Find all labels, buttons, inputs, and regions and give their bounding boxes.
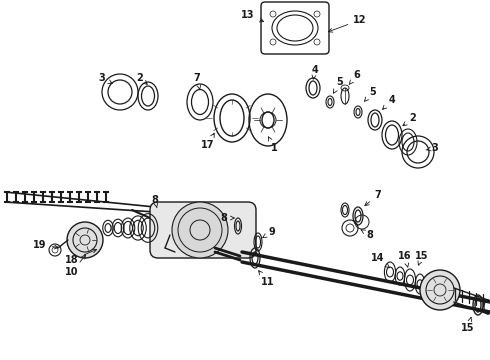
Text: 4: 4 (383, 95, 395, 109)
Text: 1: 1 (269, 137, 277, 153)
Text: 13: 13 (241, 10, 264, 22)
Text: 15: 15 (461, 317, 475, 333)
Text: 12: 12 (328, 15, 367, 32)
Text: 15: 15 (415, 251, 429, 265)
Text: 16: 16 (398, 251, 412, 267)
Text: 2: 2 (137, 73, 147, 84)
Text: 17: 17 (201, 133, 215, 150)
Text: 11: 11 (259, 271, 275, 287)
Text: 3: 3 (426, 143, 439, 153)
Circle shape (420, 270, 460, 310)
Text: 8: 8 (220, 213, 234, 223)
Text: 14: 14 (371, 253, 390, 268)
Text: 6: 6 (349, 70, 360, 85)
Text: 7: 7 (365, 190, 381, 206)
Text: 5: 5 (365, 87, 376, 101)
Text: 7: 7 (194, 73, 201, 89)
Text: 8: 8 (151, 195, 158, 208)
Text: 9: 9 (263, 227, 275, 238)
Text: 19: 19 (33, 240, 58, 250)
Text: 5: 5 (334, 77, 343, 93)
Circle shape (67, 222, 103, 258)
Text: 18: 18 (65, 249, 97, 265)
Circle shape (172, 202, 228, 258)
Text: 10: 10 (65, 255, 86, 277)
Text: 3: 3 (98, 73, 112, 84)
Text: 4: 4 (312, 65, 318, 79)
Text: 8: 8 (361, 230, 373, 240)
Text: 2: 2 (403, 113, 416, 126)
FancyBboxPatch shape (150, 202, 256, 258)
